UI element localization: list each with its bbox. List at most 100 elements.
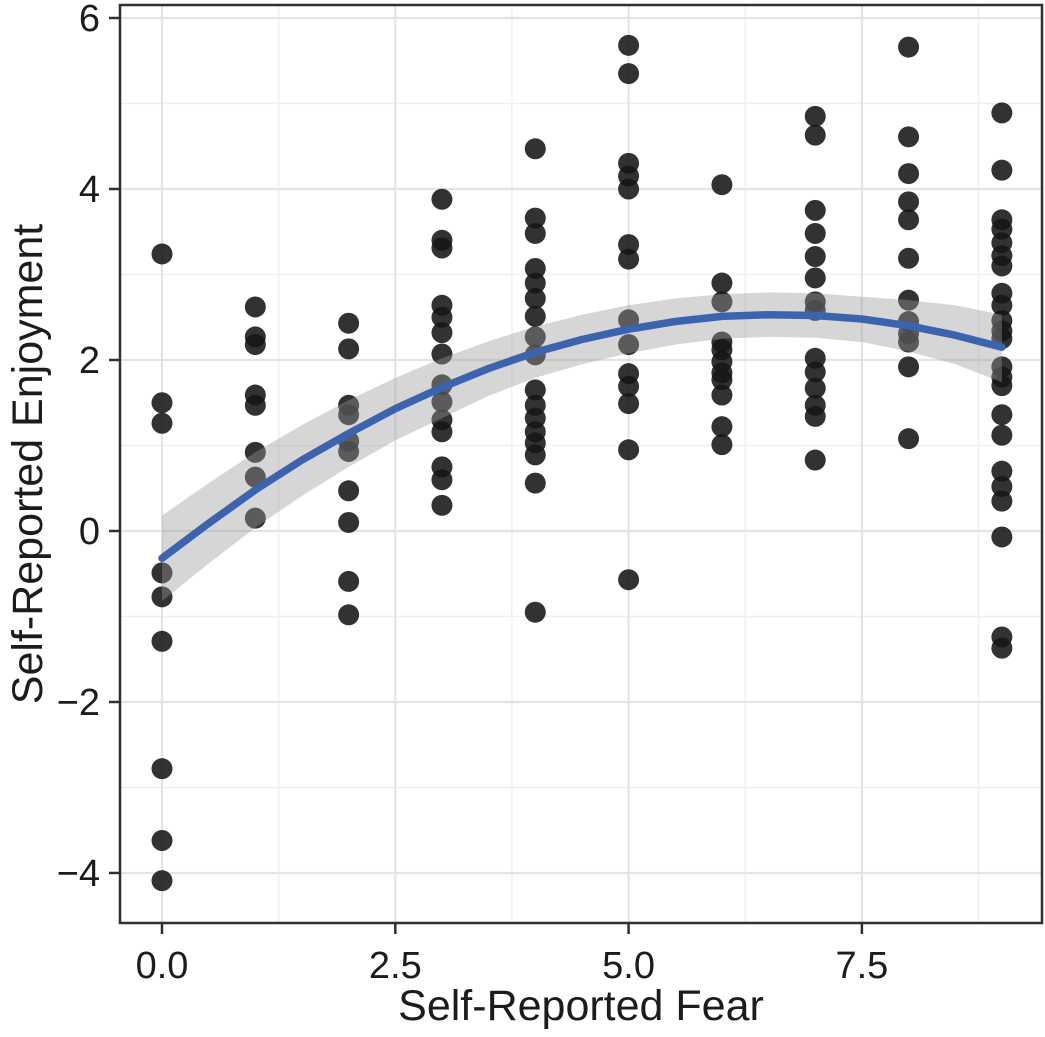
data-point bbox=[991, 255, 1013, 277]
data-point bbox=[804, 222, 826, 244]
data-point bbox=[524, 305, 546, 327]
data-point bbox=[804, 405, 826, 427]
data-point bbox=[898, 331, 920, 353]
data-point bbox=[898, 356, 920, 378]
data-point bbox=[338, 480, 360, 502]
scatter-points bbox=[151, 34, 1013, 892]
x-tick-label: 0.0 bbox=[136, 945, 189, 987]
data-point bbox=[618, 248, 640, 270]
data-point bbox=[898, 247, 920, 269]
data-point bbox=[431, 421, 453, 443]
data-point bbox=[524, 379, 546, 401]
y-tick-label: 0 bbox=[79, 511, 100, 553]
y-tick-label: 6 bbox=[79, 0, 100, 40]
data-point bbox=[151, 412, 173, 434]
data-point bbox=[804, 105, 826, 127]
data-point bbox=[524, 258, 546, 280]
data-point bbox=[898, 126, 920, 148]
data-point bbox=[898, 163, 920, 185]
data-point bbox=[431, 494, 453, 516]
data-point bbox=[618, 439, 640, 461]
data-point bbox=[991, 159, 1013, 181]
regression-line bbox=[158, 310, 1006, 563]
y-tick-labels: −4 −2 0 2 4 6 bbox=[57, 0, 100, 895]
x-tick-label: 7.5 bbox=[835, 945, 888, 987]
data-point bbox=[524, 444, 546, 466]
y-tick-label: −2 bbox=[57, 682, 100, 724]
data-point bbox=[804, 449, 826, 471]
data-point bbox=[711, 174, 733, 196]
data-point bbox=[711, 434, 733, 456]
data-point bbox=[524, 326, 546, 348]
data-point bbox=[991, 526, 1013, 548]
data-point bbox=[338, 511, 360, 533]
data-point bbox=[151, 870, 173, 892]
data-point bbox=[711, 384, 733, 406]
data-point bbox=[711, 416, 733, 438]
data-point bbox=[524, 222, 546, 244]
data-point bbox=[524, 138, 546, 160]
data-point bbox=[898, 209, 920, 231]
data-point bbox=[524, 272, 546, 294]
x-axis-title: Self-Reported Fear bbox=[398, 982, 764, 1030]
y-tick-label: −4 bbox=[57, 853, 100, 895]
data-point bbox=[151, 630, 173, 652]
data-point bbox=[338, 338, 360, 360]
data-point bbox=[618, 178, 640, 200]
data-point bbox=[618, 334, 640, 356]
data-point bbox=[338, 604, 360, 626]
data-point bbox=[151, 562, 173, 584]
x-tick-label: 5.0 bbox=[602, 945, 655, 987]
data-point bbox=[151, 758, 173, 780]
x-tick-labels: 0.0 2.5 5.0 7.5 bbox=[136, 945, 889, 987]
data-point bbox=[991, 476, 1013, 498]
data-point bbox=[244, 441, 266, 463]
data-point bbox=[524, 601, 546, 623]
panel-border bbox=[118, 3, 1044, 925]
data-point bbox=[991, 460, 1013, 482]
data-point bbox=[991, 294, 1013, 316]
y-axis-title: Self-Reported Enjoyment bbox=[4, 224, 52, 704]
data-point bbox=[618, 34, 640, 56]
data-point bbox=[804, 199, 826, 221]
data-point bbox=[151, 829, 173, 851]
data-point bbox=[804, 377, 826, 399]
data-point bbox=[151, 392, 173, 414]
data-point bbox=[524, 472, 546, 494]
data-point bbox=[991, 637, 1013, 659]
data-point bbox=[524, 207, 546, 229]
data-point bbox=[898, 191, 920, 213]
data-point bbox=[804, 124, 826, 146]
data-point bbox=[524, 287, 546, 309]
data-point bbox=[618, 375, 640, 397]
axis-tick-marks bbox=[109, 16, 864, 934]
data-point bbox=[804, 361, 826, 383]
data-point bbox=[338, 570, 360, 592]
data-point bbox=[711, 272, 733, 294]
data-point bbox=[431, 391, 453, 413]
data-point bbox=[151, 243, 173, 265]
data-point bbox=[991, 102, 1013, 124]
data-point bbox=[244, 507, 266, 529]
data-point bbox=[431, 322, 453, 344]
data-point bbox=[804, 267, 826, 289]
data-point bbox=[618, 569, 640, 591]
gridlines-minor bbox=[120, 5, 1042, 923]
data-point bbox=[618, 393, 640, 415]
data-point bbox=[711, 291, 733, 313]
x-tick-label: 2.5 bbox=[369, 945, 422, 987]
data-point bbox=[991, 375, 1013, 397]
data-point bbox=[991, 424, 1013, 446]
data-point bbox=[338, 404, 360, 426]
y-tick-label: 4 bbox=[79, 169, 100, 211]
data-point bbox=[431, 343, 453, 365]
data-point bbox=[431, 306, 453, 328]
data-point bbox=[244, 296, 266, 318]
data-point bbox=[804, 246, 826, 268]
data-point bbox=[711, 369, 733, 391]
data-point bbox=[431, 469, 453, 491]
data-point bbox=[898, 289, 920, 311]
data-point bbox=[338, 440, 360, 462]
